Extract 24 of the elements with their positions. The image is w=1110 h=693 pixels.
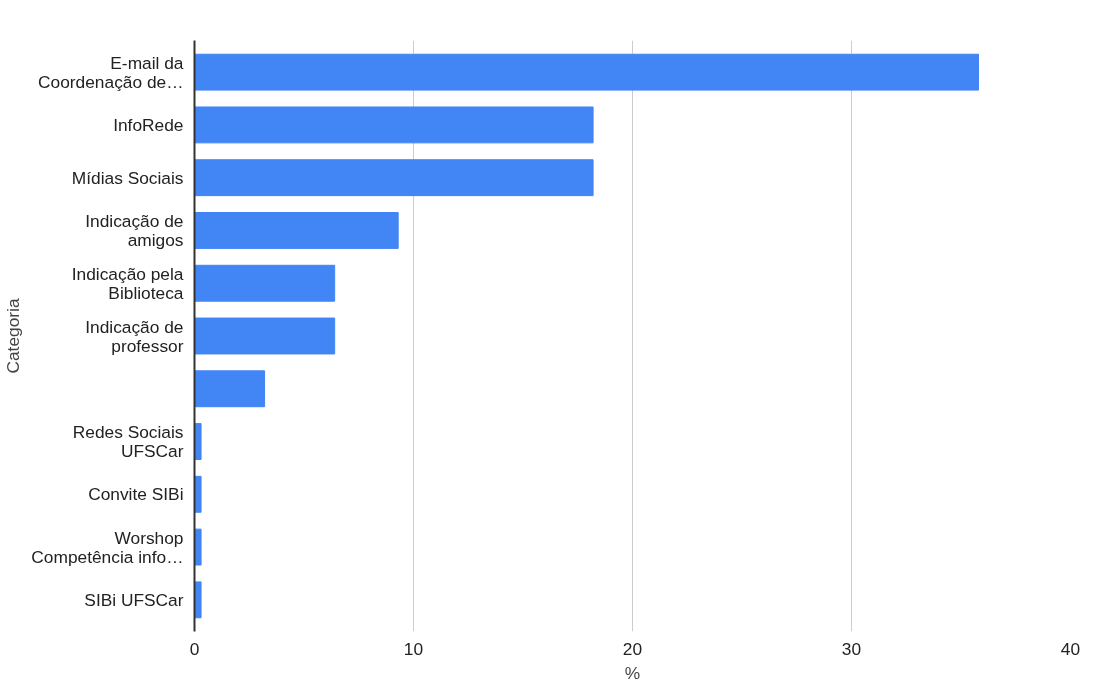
y-tick-label: Worshop Competência info… — [31, 527, 184, 567]
y-tick-label: Convite SIBi — [88, 484, 184, 505]
x-tick-label: 20 — [622, 638, 643, 659]
y-tick-label: Mídias Sociais — [71, 167, 184, 188]
x-axis-title: % — [624, 662, 641, 683]
y-tick-label: Indicação de amigos — [85, 210, 184, 250]
bar — [194, 53, 980, 91]
bar — [194, 212, 399, 249]
y-tick-label: E-mail da Coordenação de… — [38, 52, 184, 92]
bar — [194, 317, 336, 355]
bar — [194, 264, 336, 302]
y-tick-label: Indicação pela Biblioteca — [71, 263, 184, 303]
y-tick-label: InfoRede — [113, 114, 184, 135]
x-tick-label: 30 — [841, 638, 862, 659]
y-tick-label: SIBi UFSCar — [84, 589, 184, 610]
x-tick-label: 40 — [1060, 638, 1081, 659]
bar — [194, 159, 594, 197]
x-tick-label: 0 — [189, 638, 200, 659]
y-tick-label: Indicação de professor — [85, 316, 184, 356]
y-axis-title: Categoria — [3, 298, 24, 374]
bar — [194, 370, 266, 408]
bar — [194, 106, 594, 144]
y-tick-label: Redes Sociais UFSCar — [72, 422, 184, 462]
x-tick-label: 10 — [403, 638, 424, 659]
